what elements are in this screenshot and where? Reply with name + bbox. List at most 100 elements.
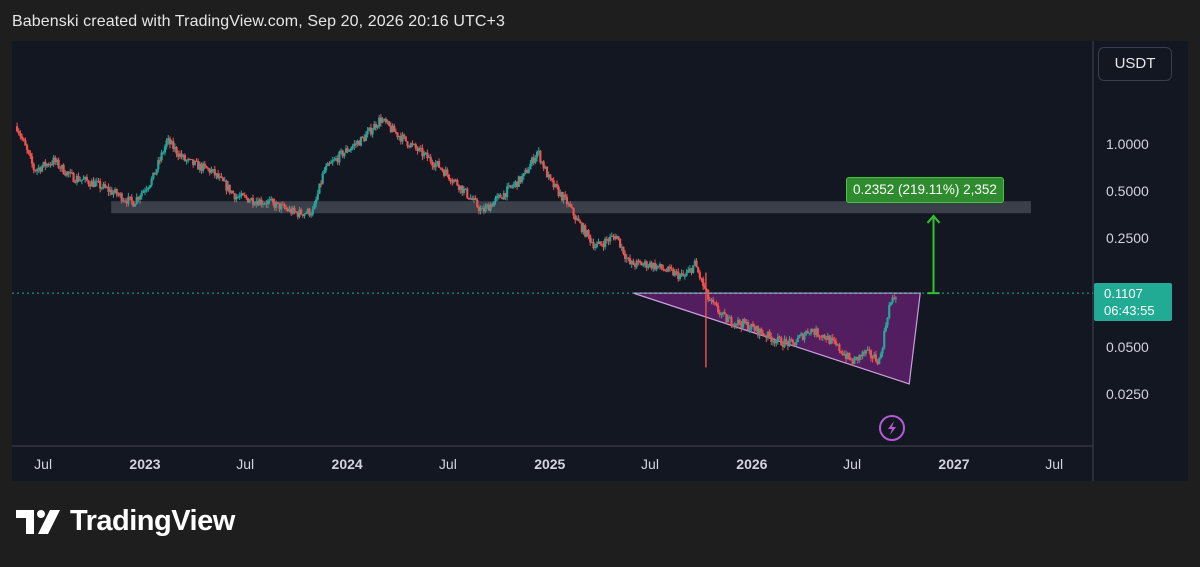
candle-body [854, 356, 858, 358]
candle-body [417, 147, 421, 151]
chart-frame [12, 41, 1188, 481]
candle-body [730, 317, 733, 326]
candle-body [27, 149, 30, 154]
candle-body [22, 138, 25, 141]
candle-body [208, 168, 211, 173]
candle-body [776, 336, 780, 342]
candle-body [818, 336, 821, 338]
candle-body [180, 153, 183, 158]
candle-body [42, 161, 45, 167]
candle-body [868, 349, 871, 351]
candle-body [87, 180, 90, 185]
candle-body [416, 148, 419, 151]
candle-body [612, 235, 615, 237]
candle-body [202, 163, 205, 171]
candle-body [839, 351, 843, 353]
candle-body [353, 143, 356, 147]
candle-body [172, 141, 175, 149]
candle-body [577, 218, 580, 222]
measure-arrow[interactable] [926, 214, 941, 295]
candle-body [743, 319, 746, 324]
candle-body [491, 204, 494, 207]
candle-body [703, 286, 706, 289]
candle-body [225, 180, 228, 191]
candle-body [657, 265, 660, 267]
candle-body [17, 131, 20, 134]
candle-body [285, 207, 288, 209]
candle-body [280, 204, 283, 210]
candle-body [680, 273, 683, 275]
candle-body [45, 163, 49, 167]
x-tick-label: 2024 [332, 456, 363, 472]
candle-body [833, 339, 836, 342]
candle-body [781, 345, 784, 347]
candle-body [212, 169, 215, 171]
candle-body [90, 180, 93, 187]
candle-body [527, 169, 530, 174]
candle-body [318, 183, 321, 194]
current-price-value: 0.1107 [1104, 286, 1143, 301]
candle-body [570, 206, 574, 208]
candle-body [477, 206, 480, 212]
lightning-icon[interactable] [879, 415, 905, 441]
candle-body [524, 169, 527, 174]
candle-body [520, 176, 524, 183]
candle-body [687, 270, 690, 273]
candle-body [95, 181, 98, 183]
candle-body [707, 290, 710, 300]
candle-body [117, 194, 120, 196]
candle-body [873, 354, 876, 359]
candle-body [185, 160, 188, 162]
candle-body [210, 169, 213, 173]
y-axis[interactable]: 1.0000 0.5000 0.2500 0.0500 0.0250 [1106, 136, 1149, 402]
candle-body [34, 169, 37, 172]
candle-body [30, 156, 34, 164]
candle-body [469, 198, 472, 200]
candle-body [344, 148, 348, 153]
candle-body [516, 181, 519, 187]
candle-body [329, 162, 333, 164]
currency-button[interactable]: USDT [1098, 47, 1172, 81]
candle-body [836, 344, 839, 346]
candle-body [884, 325, 887, 331]
candle-body [404, 136, 407, 142]
candle-body [642, 264, 645, 266]
candle-body [808, 332, 811, 334]
candle-body [32, 163, 35, 170]
candle-body [165, 140, 168, 147]
candle-body [504, 193, 507, 198]
candle-body [378, 117, 381, 127]
candle-body [381, 119, 384, 123]
candle-body [740, 323, 743, 328]
candle-body [305, 213, 308, 215]
candle-body [462, 189, 466, 193]
candle-body [85, 176, 88, 181]
candle-body [207, 168, 210, 170]
candle-body [138, 196, 142, 200]
candle-body [630, 260, 633, 264]
candle-body [439, 167, 442, 169]
candle-body [363, 137, 366, 142]
candle-body [411, 143, 414, 145]
candle-body [240, 193, 243, 197]
x-axis[interactable]: Jul 2023 Jul 2024 Jul 2025 Jul 2026 Jul 2027 Jul [34, 456, 1063, 472]
candle-body [99, 181, 102, 189]
candle-body [40, 166, 44, 172]
candle-body [92, 180, 95, 187]
descending-triangle[interactable] [633, 292, 921, 385]
x-tick-label: 2023 [129, 456, 160, 472]
candle-body [637, 260, 640, 262]
candle-body [888, 305, 891, 318]
candle-body [773, 340, 776, 344]
candle-body [708, 299, 711, 301]
candle-body [348, 150, 351, 152]
candle-body [565, 196, 569, 205]
candle-body [303, 213, 306, 216]
x-tick-label: Jul [236, 456, 254, 472]
candle-body [816, 328, 819, 337]
candle-body [77, 175, 80, 182]
tradingview-brand[interactable]: TradingView [16, 505, 235, 538]
candle-body [120, 193, 123, 202]
candle-body [70, 172, 74, 174]
